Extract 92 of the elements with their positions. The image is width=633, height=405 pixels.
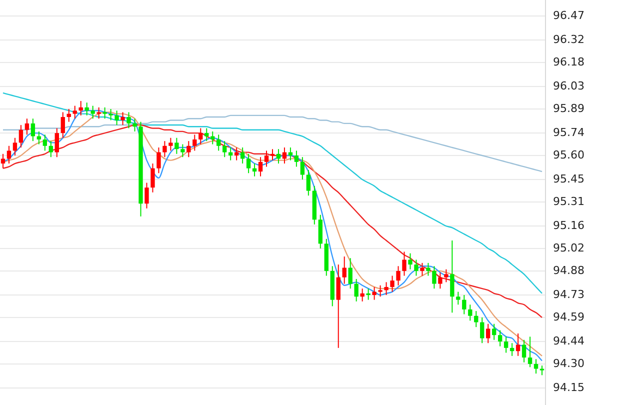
y-tick-label: 95.02 — [553, 241, 584, 254]
y-tick-label: 94.88 — [553, 264, 584, 277]
candlestick — [468, 304, 472, 322]
line-series — [2, 92, 543, 294]
y-tick-label: 94.59 — [553, 310, 584, 324]
candlestick — [504, 336, 508, 354]
y-tick-label: 95.60 — [553, 148, 584, 162]
candlestick — [24, 118, 30, 136]
candlestick — [246, 153, 251, 174]
y-tick-label: 95.74 — [553, 126, 584, 139]
candlestick — [378, 284, 382, 298]
candlestick — [54, 128, 59, 158]
candlestick — [432, 266, 436, 290]
candlestick — [384, 282, 388, 296]
candlestick — [186, 140, 191, 158]
candlestick — [528, 336, 532, 368]
candlestick — [180, 144, 185, 158]
candlestick — [396, 266, 400, 286]
candlestick — [126, 112, 131, 129]
candlestick — [168, 137, 173, 152]
candlestick — [336, 264, 340, 348]
candlestick — [360, 288, 364, 302]
candlestick — [300, 156, 305, 180]
y-tick-label: 95.31 — [553, 194, 584, 208]
candlestick — [474, 310, 478, 328]
candlestick — [408, 252, 412, 270]
candlestick — [294, 150, 299, 168]
candlestick — [450, 240, 454, 314]
candlestick — [444, 268, 448, 283]
candlestick — [426, 262, 430, 276]
y-tick-label: 94.73 — [553, 288, 584, 301]
candlestick — [258, 156, 263, 177]
y-tick-label: 94.30 — [553, 356, 584, 370]
candlestick — [438, 272, 442, 290]
y-tick-label: 96.47 — [553, 8, 584, 22]
candlestick — [90, 105, 95, 120]
candlestick — [204, 128, 209, 142]
y-tick-label: 96.32 — [553, 32, 584, 46]
y-tick-label: 95.45 — [553, 172, 584, 186]
candlestick — [414, 259, 418, 276]
y-tick-label: 94.15 — [553, 380, 584, 394]
y-tick-label: 96.18 — [553, 55, 584, 68]
candlestick — [120, 112, 125, 126]
candlestick — [198, 128, 203, 145]
candlestick — [306, 169, 311, 196]
candlestick — [192, 134, 197, 152]
candlestick — [30, 118, 36, 142]
candlestick — [174, 137, 179, 154]
candlestick — [522, 339, 526, 363]
candlestick — [72, 105, 77, 120]
candlestick — [12, 137, 18, 156]
y-tick-label: 95.16 — [553, 218, 584, 232]
candlestick — [498, 330, 502, 347]
candlestick — [222, 140, 227, 158]
candlestick — [162, 140, 167, 158]
candlestick — [18, 124, 24, 148]
line-series — [2, 124, 543, 318]
line-series — [2, 114, 543, 172]
candlestick — [492, 323, 496, 340]
y-tick-label: 94.44 — [553, 334, 584, 348]
candlestick — [0, 153, 6, 169]
y-tick-label: 96.03 — [553, 79, 584, 92]
candlestick — [420, 262, 424, 276]
candlestick — [462, 294, 466, 315]
candlestick — [114, 110, 119, 126]
candlestick — [264, 150, 269, 168]
candlestick — [402, 251, 406, 276]
candlestick — [486, 323, 490, 344]
candlestick — [102, 106, 107, 120]
candlestick — [366, 288, 370, 300]
candlestick — [150, 163, 155, 193]
candlestick — [216, 134, 221, 152]
candlestick — [516, 332, 520, 356]
candlestick — [6, 145, 12, 164]
candlestick — [534, 358, 538, 374]
candlestick — [84, 102, 89, 116]
candlestick — [348, 258, 352, 290]
candlestick — [60, 112, 65, 138]
candlestick — [480, 316, 484, 344]
y-tick-label: 95.89 — [553, 102, 584, 115]
candlestick — [354, 278, 358, 302]
candlestick — [390, 275, 394, 292]
candlestick — [144, 182, 149, 209]
candlestick — [42, 134, 48, 152]
candlestick — [372, 286, 376, 300]
candlestick — [132, 118, 137, 132]
candlestick — [108, 108, 113, 121]
candlestick — [48, 140, 54, 158]
candlestick — [342, 256, 346, 284]
candlestick — [456, 291, 460, 306]
candlestick — [96, 106, 101, 120]
candlestick — [156, 146, 161, 174]
